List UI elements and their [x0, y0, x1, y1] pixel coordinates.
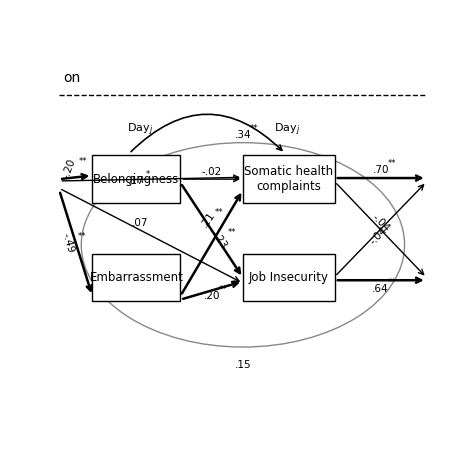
FancyArrowPatch shape: [131, 114, 282, 152]
FancyArrowPatch shape: [337, 185, 424, 274]
FancyArrowPatch shape: [337, 175, 421, 181]
Text: .70: .70: [373, 165, 389, 175]
Text: -.04: -.04: [368, 225, 390, 246]
FancyArrowPatch shape: [62, 174, 87, 179]
FancyArrowPatch shape: [60, 193, 91, 291]
Text: .34: .34: [235, 130, 251, 140]
FancyArrowPatch shape: [337, 184, 424, 274]
FancyArrowPatch shape: [183, 282, 237, 299]
FancyBboxPatch shape: [243, 254, 335, 301]
Text: *: *: [146, 170, 149, 179]
Text: .64: .64: [373, 283, 389, 293]
Text: .20: .20: [203, 291, 220, 301]
FancyArrowPatch shape: [183, 177, 238, 182]
Text: Belongingness: Belongingness: [93, 173, 180, 186]
FancyBboxPatch shape: [243, 155, 335, 203]
Text: Embarrassment: Embarrassment: [90, 271, 183, 284]
FancyArrowPatch shape: [182, 195, 240, 293]
Text: -.02: -.02: [201, 167, 222, 177]
Text: Job Insecurity: Job Insecurity: [249, 271, 329, 284]
Text: .07: .07: [132, 218, 148, 228]
Text: **: **: [228, 228, 237, 237]
FancyArrowPatch shape: [62, 175, 238, 181]
Text: -.23: -.23: [209, 228, 229, 251]
Text: Day$_j$: Day$_j$: [274, 122, 300, 138]
FancyArrowPatch shape: [337, 278, 421, 283]
FancyArrowPatch shape: [62, 190, 239, 281]
Text: **: **: [250, 124, 258, 133]
Text: -.04: -.04: [370, 212, 392, 234]
Text: Day$_j$: Day$_j$: [127, 122, 153, 138]
Text: **: **: [387, 159, 396, 168]
FancyBboxPatch shape: [92, 155, 181, 203]
FancyArrowPatch shape: [182, 185, 240, 273]
Text: -.49: -.49: [61, 232, 76, 254]
Text: -.20: -.20: [61, 157, 78, 180]
Text: .21: .21: [199, 210, 217, 229]
Text: **: **: [219, 285, 227, 294]
Text: **: **: [79, 157, 87, 166]
Text: on: on: [63, 72, 80, 85]
Text: **: **: [215, 208, 223, 217]
Text: .15: .15: [235, 360, 251, 370]
Text: **: **: [77, 232, 86, 241]
Text: .17: .17: [128, 176, 145, 186]
Text: **: **: [387, 278, 396, 287]
FancyBboxPatch shape: [92, 254, 181, 301]
Text: Somatic health
complaints: Somatic health complaints: [244, 165, 333, 193]
